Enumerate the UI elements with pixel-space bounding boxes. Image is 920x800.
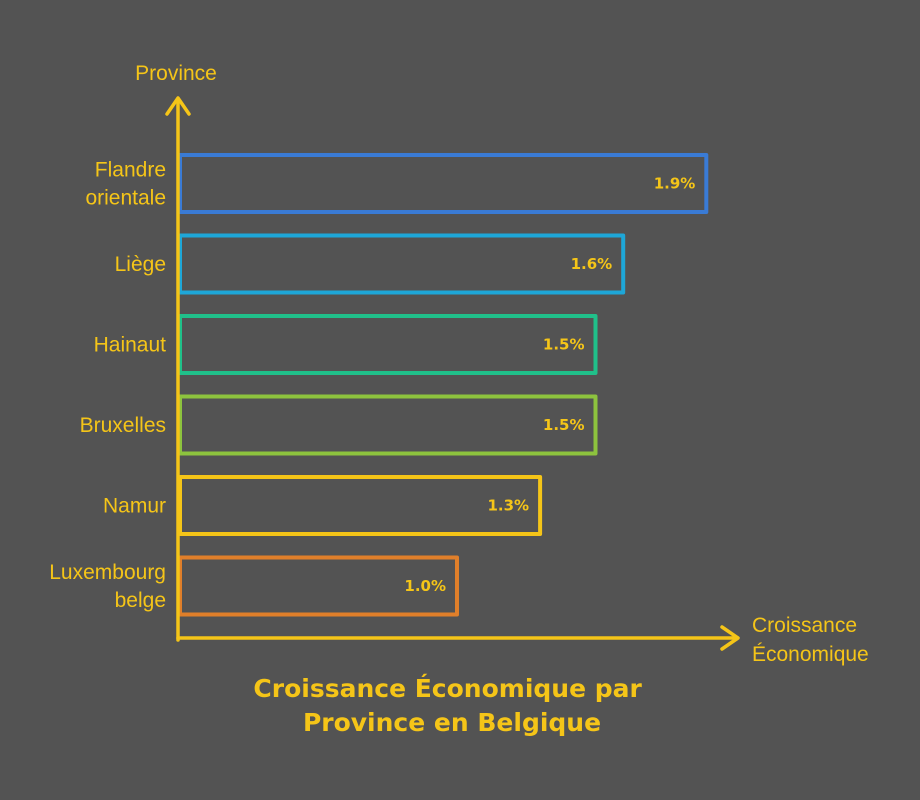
category-label-5: Namur (103, 495, 166, 518)
bar-4 (178, 394, 598, 456)
y-axis-arrow-icon (165, 96, 191, 116)
x-axis-title-line-1: Croissance (752, 614, 857, 637)
x-axis-title-line-2: Économique (752, 643, 869, 666)
x-axis-title: Croissance Économique (752, 614, 869, 666)
bar-6 (178, 555, 459, 617)
category-label-4: Bruxelles (80, 414, 166, 437)
category-label-4-line-1: Bruxelles (80, 414, 166, 437)
bar-value-label-2: 1.6% (571, 255, 613, 273)
chart-title: Croissance Économique par Province en Be… (253, 674, 650, 737)
category-label-1: Flandre orientale (85, 159, 166, 210)
category-label-2: Liège (115, 253, 166, 276)
bars-layer: 1.9% Flandre orientale 1.6% Liège 1.5% Hainaut… (49, 153, 709, 617)
bar-5 (178, 475, 543, 536)
category-label-6: Luxembourg belge (49, 561, 166, 612)
bar-1 (178, 153, 709, 214)
bar-value-label-3: 1.5% (543, 336, 585, 354)
category-label-5-line-1: Namur (103, 495, 166, 518)
x-axis-arrow-icon (720, 625, 740, 651)
bar-value-label-6: 1.0% (404, 577, 446, 595)
chart-title-line-2: Province en Belgique (303, 708, 601, 737)
bar-3 (178, 314, 598, 375)
category-label-1-line-2: orientale (85, 187, 166, 210)
bar-value-label-1: 1.9% (654, 175, 696, 193)
bar-2 (178, 233, 626, 295)
y-axis-title: Province (135, 62, 217, 85)
category-label-6-line-1: Luxembourg (49, 561, 166, 584)
category-label-2-line-1: Liège (115, 253, 166, 276)
category-label-3-line-1: Hainaut (94, 334, 167, 357)
category-label-3: Hainaut (94, 334, 167, 357)
bar-value-label-5: 1.3% (487, 497, 529, 515)
axes-layer (165, 96, 740, 651)
chart-title-line-1: Croissance Économique par (253, 674, 642, 703)
bar-value-label-4: 1.5% (543, 416, 585, 434)
category-label-1-line-1: Flandre (95, 159, 166, 182)
category-label-6-line-2: belge (115, 589, 166, 612)
